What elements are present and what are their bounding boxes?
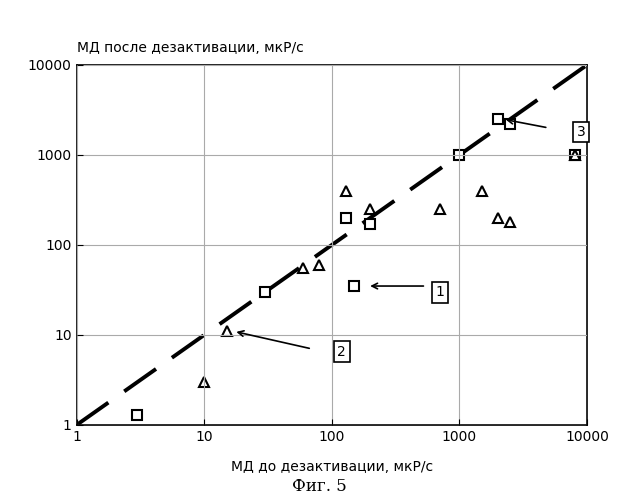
Text: 2: 2 <box>338 345 346 359</box>
Text: МД после дезактивации, мкР/с: МД после дезактивации, мкР/с <box>77 41 303 55</box>
Text: 3: 3 <box>577 125 586 139</box>
Text: Фиг. 5: Фиг. 5 <box>292 478 346 495</box>
Text: МД до дезактивации, мкР/с: МД до дезактивации, мкР/с <box>231 460 433 474</box>
Text: 1: 1 <box>435 285 444 299</box>
